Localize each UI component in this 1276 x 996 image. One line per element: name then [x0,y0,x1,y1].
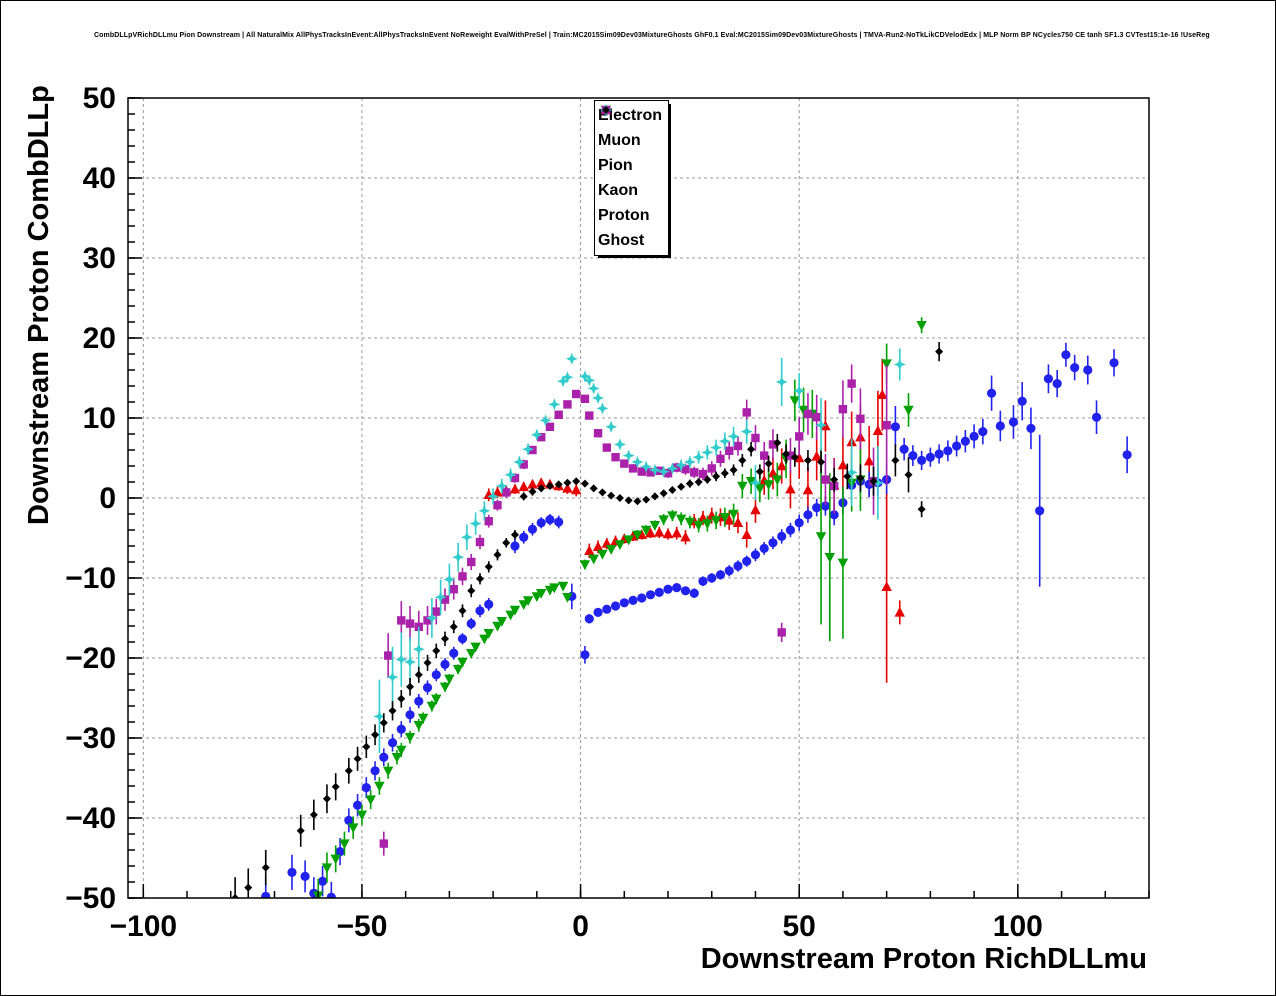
legend: Electron Muon Pion Kaon Proton Ghost [594,100,670,256]
series-ghost [231,342,944,898]
y-tick-label: 50 [83,82,116,115]
x-axis-title: Downstream Proton RichDLLmu [700,943,1147,975]
series-proton [373,348,906,754]
series-pion [313,317,927,898]
y-tick-label: 10 [83,402,116,435]
x-tick-label: 50 [783,910,816,943]
legend-item-muon: Muon [598,105,662,153]
y-tick-label: 0 [99,482,116,515]
legend-label: Pion [598,156,633,174]
legend-label: Proton [598,206,650,224]
data-layer [231,317,1132,898]
x-tick-label: −50 [336,910,387,943]
y-tick-label: 20 [83,322,116,355]
y-tick-label: −30 [65,722,116,755]
legend-label: Ghost [598,231,645,249]
legend-item-ghost: Ghost [598,106,662,253]
x-tick-label: 0 [572,910,589,943]
x-tick-label: 100 [993,910,1043,943]
legend-item-kaon: Kaon [598,105,662,203]
ghost-marker-icon [602,106,610,114]
legend-item-pion: Pion [598,105,662,178]
y-tick-label: −20 [65,642,116,675]
series-kaon [379,364,891,856]
x-tick-label: −100 [110,910,178,943]
legend-label: Kaon [598,181,638,199]
plot-title: CombDLLpVRichDLLmu Pion Downstream | All… [94,32,1210,39]
y-tick-label: −50 [65,882,116,915]
y-tick-label: 40 [83,162,116,195]
y-tick-label: −40 [65,802,116,835]
y-axis-title: Downstream Proton CombDLLp [23,85,55,525]
series-muon [261,342,1132,898]
legend-label: Electron [598,106,663,124]
legend-label: Muon [598,131,641,149]
y-tick-label: 30 [83,242,116,275]
legend-item-proton: Proton [598,104,662,228]
y-tick-label: −10 [65,562,116,595]
